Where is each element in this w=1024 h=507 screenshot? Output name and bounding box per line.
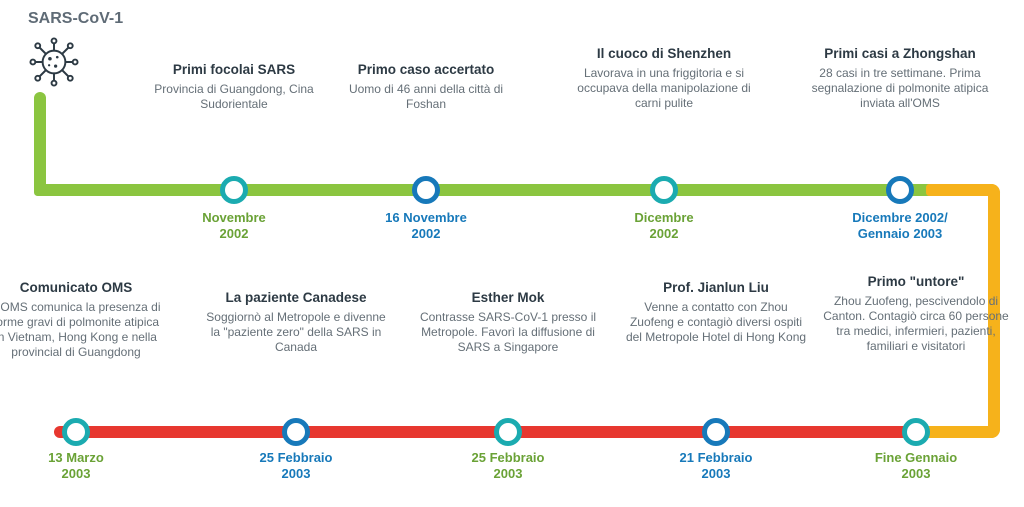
timeline-node — [412, 176, 440, 204]
event-title: Il cuoco di Shenzhen — [569, 46, 759, 62]
timeline-date: Dicembre 2002/Gennaio 2003 — [820, 210, 980, 241]
timeline-event: Primi casi a Zhongshan 28 casi in tre set… — [800, 46, 1000, 111]
timeline-date: Dicembre2002 — [584, 210, 744, 241]
event-title: Comunicato OMS — [0, 280, 164, 296]
timeline-node — [282, 418, 310, 446]
line-green-corner — [34, 184, 74, 196]
timeline-date: 13 Marzo2003 — [0, 450, 156, 481]
event-title: La paziente Canadese — [201, 290, 391, 306]
timeline-event: Primo "untore" Zhou Zuofeng, pescivendolo… — [816, 274, 1016, 354]
timeline-event: Primi focolai SARS Provincia di Guangdong… — [139, 62, 329, 112]
event-title: Primi focolai SARS — [139, 62, 329, 78]
timeline-event: Il cuoco di Shenzhen Lavorava in una frig… — [569, 46, 759, 111]
event-description: Lavorava in una friggitoria e si occupav… — [569, 66, 759, 111]
event-title: Primi casi a Zhongshan — [800, 46, 1000, 62]
event-title: Primo "untore" — [816, 274, 1016, 290]
timeline-event: Comunicato OMS L'OMS comunica la presenza… — [0, 280, 164, 360]
timeline-date: Novembre2002 — [154, 210, 314, 241]
timeline-event: Esther Mok Contrasse SARS-CoV-1 presso il… — [413, 290, 603, 355]
timeline-node — [702, 418, 730, 446]
timeline-date: 21 Febbraio2003 — [636, 450, 796, 481]
timeline-node — [62, 418, 90, 446]
timeline-date: 25 Febbraio2003 — [428, 450, 588, 481]
event-description: Uomo di 46 anni della città di Foshan — [331, 82, 521, 112]
timeline-date: 16 Novembre2002 — [346, 210, 506, 241]
page-title: SARS-CoV-1 — [28, 10, 123, 28]
timeline-event: Prof. Jianlun Liu Venne a contatto con Zh… — [621, 280, 811, 345]
event-description: Venne a contatto con Zhou Zuofeng e cont… — [621, 300, 811, 345]
event-title: Prof. Jianlun Liu — [621, 280, 811, 296]
virus-icon — [28, 36, 80, 93]
line-green-stem — [34, 92, 46, 196]
event-description: Contrasse SARS-CoV-1 presso il Metropole… — [413, 310, 603, 355]
event-description: 28 casi in tre settimane. Prima segnalaz… — [800, 66, 1000, 111]
timeline-node — [494, 418, 522, 446]
event-title: Esther Mok — [413, 290, 603, 306]
timeline-event: Primo caso accertato Uomo di 46 anni dell… — [331, 62, 521, 112]
event-description: Provincia di Guangdong, Cina Sudoriental… — [139, 82, 329, 112]
event-description: Zhou Zuofeng, pescivendolo di Canton. Co… — [816, 294, 1016, 354]
timeline-event: La paziente Canadese Soggiornò al Metropo… — [201, 290, 391, 355]
timeline-date: Fine Gennaio2003 — [836, 450, 996, 481]
timeline-node — [886, 176, 914, 204]
timeline-node — [650, 176, 678, 204]
event-title: Primo caso accertato — [331, 62, 521, 78]
event-description: Soggiornò al Metropole e divenne la "paz… — [201, 310, 391, 355]
line-green-top — [34, 184, 946, 196]
timeline-node — [902, 418, 930, 446]
line-red-bottom — [54, 426, 926, 438]
event-description: L'OMS comunica la presenza di forme grav… — [0, 300, 164, 360]
timeline-date: 25 Febbraio2003 — [216, 450, 376, 481]
timeline-node — [220, 176, 248, 204]
